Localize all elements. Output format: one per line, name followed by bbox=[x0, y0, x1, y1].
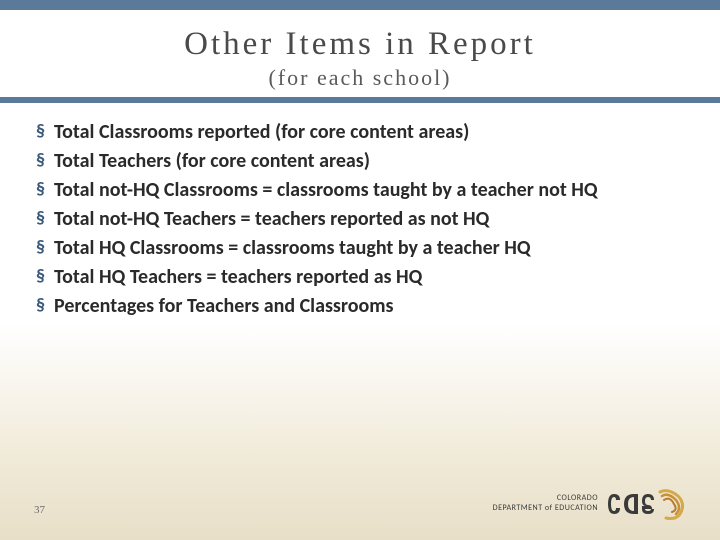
list-item: Total Classrooms reported (for core cont… bbox=[36, 119, 684, 146]
list-item: Total Teachers (for core content areas) bbox=[36, 148, 684, 175]
list-item: Total not-HQ Classrooms = classrooms tau… bbox=[36, 177, 684, 204]
footer-org-bottom: DEPARTMENT of EDUCATION bbox=[493, 504, 598, 514]
cde-logo-icon bbox=[606, 486, 696, 522]
slide-title: Other Items in Report bbox=[0, 10, 720, 65]
footer-logo: COLORADO DEPARTMENT of EDUCATION bbox=[493, 486, 696, 522]
list-item: Total not-HQ Teachers = teachers reporte… bbox=[36, 206, 684, 233]
header-band: Other Items in Report (for each school) bbox=[0, 0, 720, 103]
slide-subtitle: (for each school) bbox=[0, 65, 720, 97]
page-number: 37 bbox=[34, 504, 45, 516]
footer-org-text: COLORADO DEPARTMENT of EDUCATION bbox=[493, 494, 598, 513]
list-item: Total HQ Classrooms = classrooms taught … bbox=[36, 235, 684, 262]
header-inner: Other Items in Report (for each school) bbox=[0, 10, 720, 97]
list-item: Percentages for Teachers and Classrooms bbox=[36, 293, 684, 320]
bullet-list: Total Classrooms reported (for core cont… bbox=[36, 119, 684, 320]
content-area: Total Classrooms reported (for core cont… bbox=[0, 103, 720, 320]
list-item: Total HQ Teachers = teachers reported as… bbox=[36, 264, 684, 291]
